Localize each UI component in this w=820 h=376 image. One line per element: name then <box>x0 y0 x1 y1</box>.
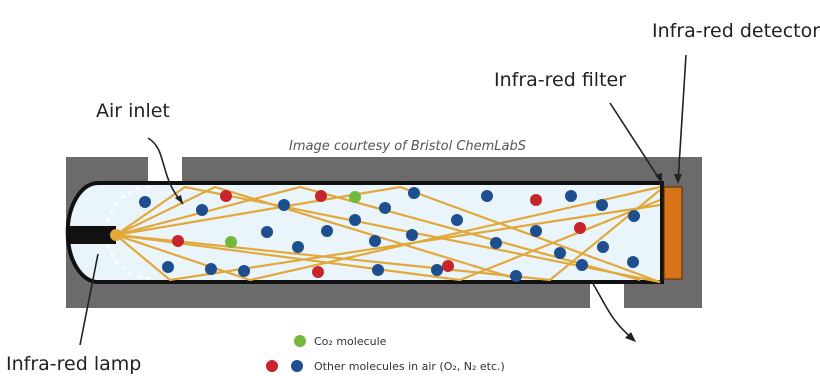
air-outlet-arrowhead <box>625 332 636 342</box>
other-molecule <box>628 210 640 222</box>
other-molecule <box>196 204 208 216</box>
other-molecule <box>596 199 608 211</box>
legend-co2-label: Co₂ molecule <box>314 335 387 348</box>
other-molecule <box>431 264 443 276</box>
co2-molecule <box>225 236 237 248</box>
legend-co2-swatch <box>294 335 306 347</box>
other-molecule <box>238 265 250 277</box>
infra-red-beams <box>115 185 661 284</box>
infra-red-lamp <box>68 226 116 244</box>
other-molecule <box>349 214 361 226</box>
lamp-pointer <box>79 253 99 346</box>
other-molecule <box>278 199 290 211</box>
infra-red-filter <box>660 185 664 280</box>
lamp-glow <box>110 229 122 241</box>
legend-other-label: Other molecules in air (O₂, N₂ etc.) <box>314 360 505 373</box>
other-molecule <box>172 235 184 247</box>
other-molecule <box>442 260 454 272</box>
other-molecule <box>490 237 502 249</box>
air-inlet-arrow <box>147 137 184 205</box>
infra-red-detector <box>663 186 683 280</box>
infra-red-filter-label: Infra-red filter <box>494 69 626 91</box>
other-molecule <box>481 190 493 202</box>
air-outlet-channel <box>590 282 624 308</box>
detector-arrowhead <box>674 174 682 184</box>
other-molecule <box>554 247 566 259</box>
legend: Co₂ molecule Other molecules in air (O₂,… <box>266 335 505 373</box>
legend-blue-swatch <box>291 360 303 372</box>
infra-red-detector-label: Infra-red detector <box>652 20 820 42</box>
other-molecule <box>574 222 586 234</box>
other-molecule <box>369 235 381 247</box>
other-molecule <box>451 214 463 226</box>
other-molecule <box>205 263 217 275</box>
lamp-enclosure <box>105 186 151 279</box>
air-inlet-label: Air inlet <box>96 100 170 122</box>
other-molecule <box>315 190 327 202</box>
co2-molecule <box>349 191 361 203</box>
other-molecule <box>406 229 418 241</box>
other-molecule <box>510 270 522 282</box>
other-molecule <box>261 226 273 238</box>
infra-red-lamp-label: Infra-red lamp <box>6 353 141 375</box>
filter-arrowhead <box>655 173 662 184</box>
other-molecule <box>162 261 174 273</box>
air-outlet-arrow <box>591 281 635 341</box>
filter-pointer <box>609 102 661 181</box>
other-molecule <box>321 225 333 237</box>
image-credit: Image courtesy of Bristol ChemLabS <box>289 139 526 154</box>
other-molecule <box>576 259 588 271</box>
other-molecule <box>372 264 384 276</box>
other-molecule <box>139 196 151 208</box>
other-molecule <box>627 256 639 268</box>
air-inlet-arrowhead <box>175 195 183 204</box>
molecules <box>139 187 640 282</box>
other-molecule <box>565 190 577 202</box>
other-molecule <box>408 187 420 199</box>
other-molecule <box>312 266 324 278</box>
other-molecule <box>292 241 304 253</box>
other-molecule <box>220 190 232 202</box>
other-molecule <box>530 194 542 206</box>
legend-red-swatch <box>266 360 278 372</box>
other-molecule <box>597 241 609 253</box>
pointer-arrows <box>79 54 687 346</box>
other-molecule <box>379 202 391 214</box>
detector-pointer <box>677 54 687 183</box>
other-molecule <box>530 225 542 237</box>
